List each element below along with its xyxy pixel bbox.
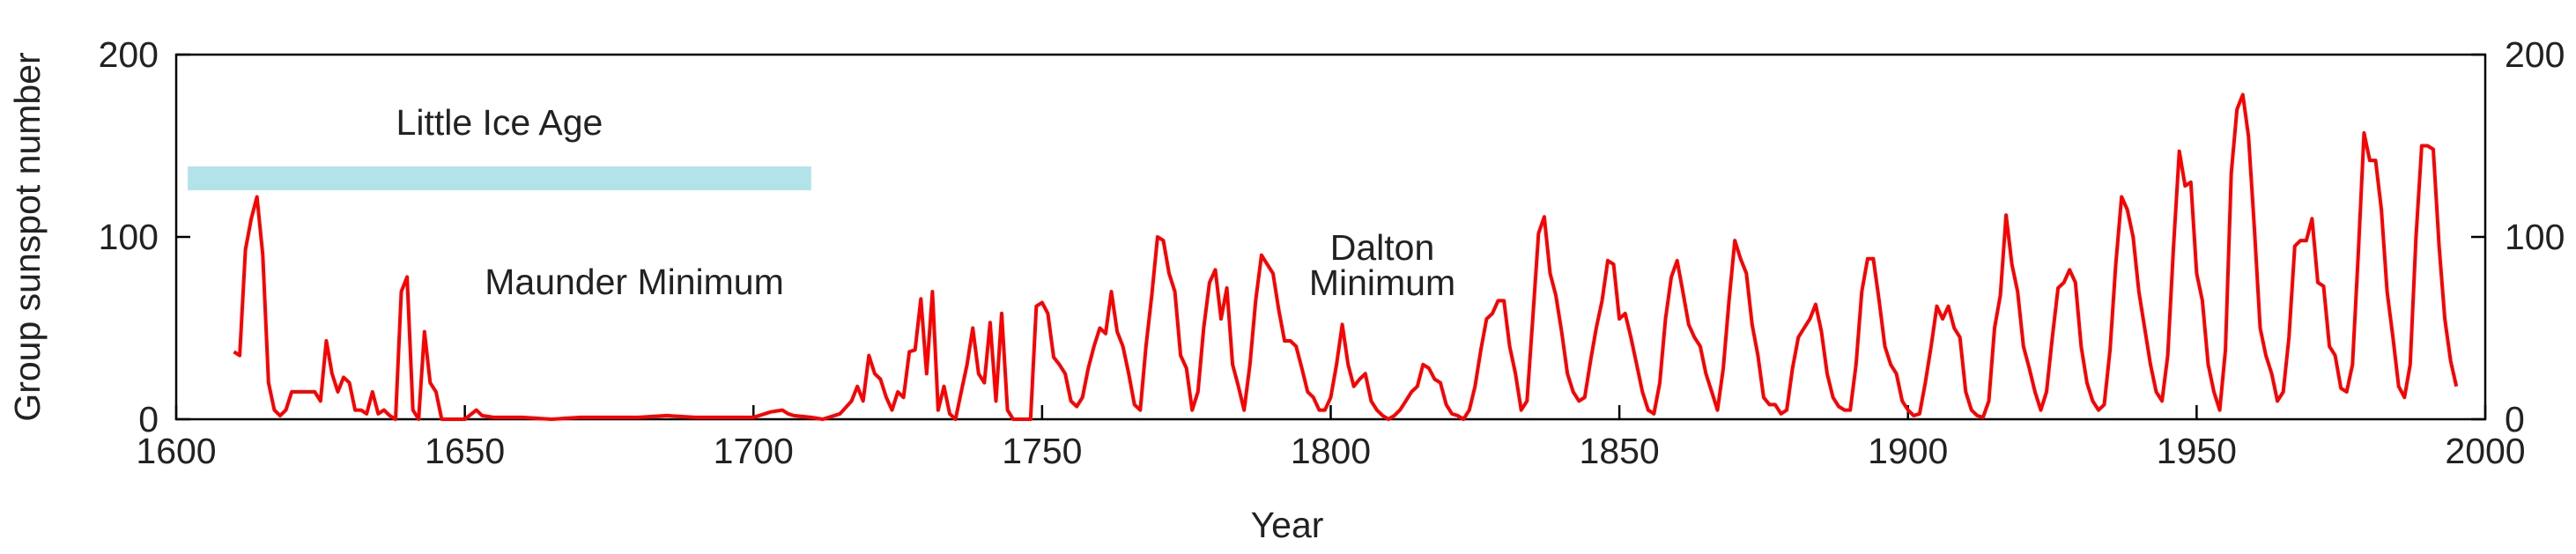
x-tick-label: 1600 <box>136 431 216 471</box>
span-bar <box>188 166 811 190</box>
x-tick-label: 1850 <box>1580 431 1660 471</box>
y-tick-label: 100 <box>99 217 159 257</box>
series-line <box>233 92 2459 421</box>
x-tick-label: 1950 <box>2157 431 2237 471</box>
span-label: Little Ice Age <box>396 102 603 143</box>
y-tick-label: 0 <box>138 399 159 440</box>
x-tick-label: 1900 <box>1868 431 1948 471</box>
annotation-line: Maunder Minimum <box>485 262 784 302</box>
y-axis-label: Group sunspot number <box>7 52 48 421</box>
annotation: Dalton Minimum <box>1309 227 1455 303</box>
x-tick-label: 1700 <box>714 431 794 471</box>
annotation-line: Minimum <box>1309 262 1455 303</box>
y-tick-label-right: 200 <box>2505 34 2565 75</box>
x-tick-label: 1750 <box>1002 431 1082 471</box>
y-tick-label: 200 <box>99 34 159 75</box>
y-tick-label-right: 0 <box>2505 399 2525 440</box>
annotation: Maunder Minimum <box>485 262 784 302</box>
x-axis-label: Year <box>1251 505 1324 545</box>
annotation-line: Dalton <box>1330 227 1435 268</box>
y-tick-label-right: 100 <box>2505 217 2565 257</box>
x-tick-label: 1800 <box>1291 431 1371 471</box>
x-tick-label: 1650 <box>425 431 505 471</box>
x-tick-label: 2000 <box>2445 431 2525 471</box>
